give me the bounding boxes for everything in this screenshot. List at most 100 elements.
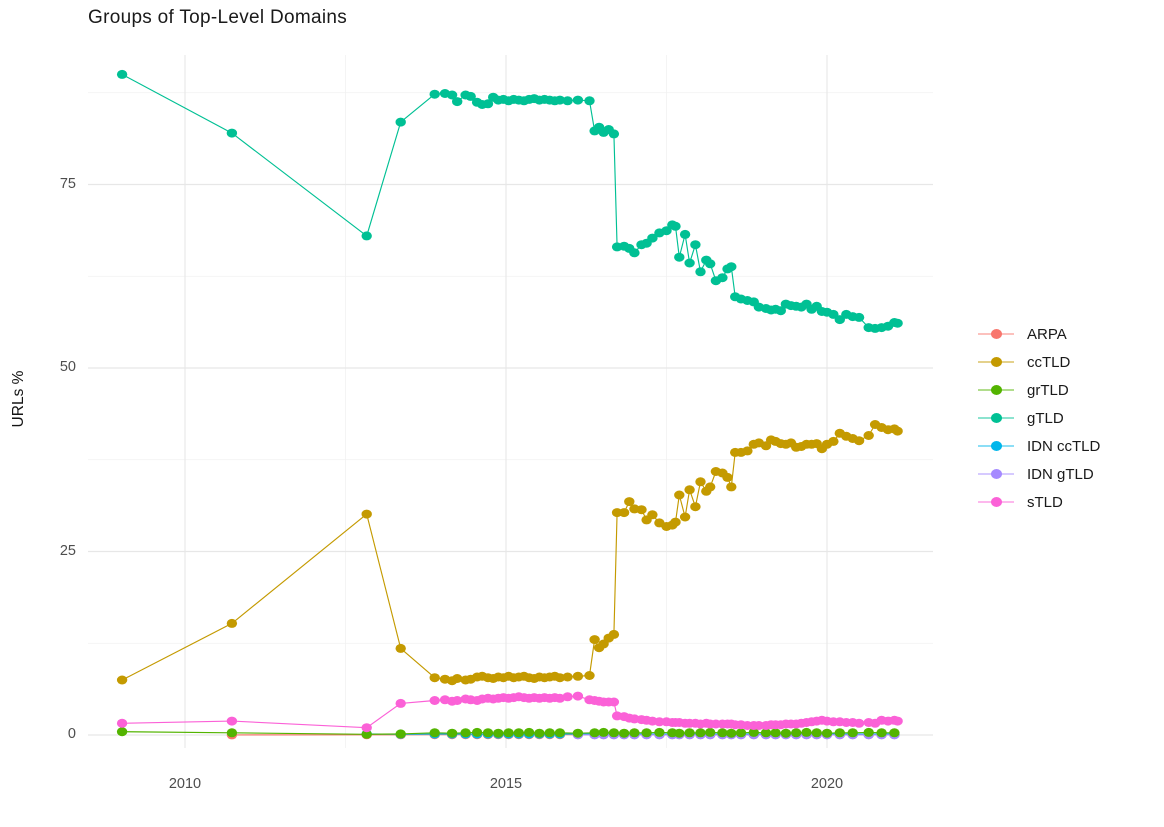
data-point-ccTLD: [429, 673, 440, 683]
legend-key-dot: [990, 329, 1002, 339]
data-point-grTLD: [717, 728, 728, 738]
data-point-grTLD: [674, 728, 685, 738]
data-point-sTLD: [395, 698, 406, 708]
data-point-sTLD: [608, 697, 620, 707]
data-point-grTLD: [589, 728, 600, 738]
data-point-grTLD: [889, 728, 900, 738]
data-point-gTLD: [226, 128, 238, 138]
data-point-grTLD: [684, 728, 695, 738]
data-point-ccTLD: [722, 472, 733, 482]
legend-key-icon: [978, 381, 1014, 399]
legend-item-IDN-ccTLD: IDN ccTLD: [978, 432, 1100, 460]
data-point-sTLD: [361, 723, 372, 733]
data-point-ccTLD: [572, 671, 584, 681]
data-point-gTLD: [629, 248, 640, 258]
x-tick-label: 2015: [489, 776, 523, 792]
data-point-grTLD: [226, 728, 238, 738]
legend-label: grTLD: [1027, 381, 1069, 399]
data-point-gTLD: [584, 96, 595, 106]
data-point-ccTLD: [562, 672, 573, 682]
data-point-ccTLD: [624, 497, 635, 507]
data-point-ccTLD: [589, 635, 600, 645]
data-point-grTLD: [863, 727, 874, 737]
data-point-sTLD: [562, 692, 573, 702]
legend-label: ARPA: [1027, 325, 1067, 343]
data-point-grTLD: [513, 728, 524, 738]
data-point-gTLD: [705, 259, 716, 269]
data-point-ccTLD: [684, 485, 695, 495]
legend-item-ARPA: ARPA: [978, 320, 1100, 348]
data-point-grTLD: [726, 728, 737, 738]
series-line-gTLD: [121, 73, 898, 329]
data-point-grTLD: [429, 728, 440, 738]
data-point-grTLD: [654, 727, 665, 737]
data-point-ccTLD: [636, 505, 647, 515]
legend-item-sTLD: sTLD: [978, 488, 1100, 516]
legend-item-gTLD: gTLD: [978, 404, 1100, 432]
legend-key-dot: [990, 357, 1002, 367]
y-tick-label: 50: [59, 359, 76, 375]
data-point-grTLD: [572, 728, 584, 738]
legend-key-icon: [978, 465, 1014, 483]
data-point-ccTLD: [690, 502, 701, 512]
legend-key-icon: [978, 493, 1014, 511]
legend-key-dot: [990, 469, 1002, 479]
data-point-gTLD: [684, 258, 695, 268]
data-point-gTLD: [679, 229, 691, 239]
data-point-sTLD: [429, 696, 440, 705]
data-point-ccTLD: [705, 482, 716, 492]
legend-key-dot: [990, 441, 1002, 451]
data-point-sTLD: [226, 716, 238, 726]
data-point-grTLD: [801, 727, 812, 737]
data-point-ccTLD: [452, 674, 463, 683]
data-point-grTLD: [554, 728, 566, 738]
data-point-gTLD: [429, 89, 440, 99]
legend: ARPA ccTLD grTLD gTLD IDN ccTLD IDN gTLD sTLD: [978, 320, 1100, 516]
data-point-ccTLD: [116, 675, 128, 685]
data-point-grTLD: [695, 728, 706, 738]
data-point-gTLD: [647, 233, 658, 243]
data-point-gTLD: [892, 318, 903, 328]
data-point-ccTLD: [584, 671, 595, 680]
data-point-grTLD: [735, 728, 747, 738]
data-point-ccTLD: [853, 436, 865, 446]
data-point-ccTLD: [618, 508, 630, 518]
legend-label: IDN gTLD: [1027, 465, 1094, 483]
data-point-gTLD: [695, 267, 706, 277]
y-tick-label: 25: [59, 542, 76, 559]
data-point-grTLD: [534, 728, 545, 738]
data-point-grTLD: [482, 728, 494, 738]
data-point-grTLD: [471, 727, 483, 737]
legend-item-grTLD: grTLD: [978, 376, 1100, 404]
data-point-ccTLD: [226, 618, 238, 628]
data-point-gTLD: [853, 312, 865, 322]
data-point-gTLD: [608, 129, 620, 139]
data-point-grTLD: [629, 728, 640, 738]
data-point-grTLD: [770, 728, 781, 738]
x-tick-label: 2010: [168, 776, 202, 792]
data-point-ccTLD: [695, 477, 706, 487]
data-point-gTLD: [361, 231, 372, 241]
data-point-grTLD: [395, 729, 406, 739]
data-point-ccTLD: [670, 517, 681, 527]
legend-key-icon: [978, 353, 1014, 371]
x-tick-label: 2020: [810, 776, 844, 792]
data-point-sTLD: [853, 718, 865, 728]
data-point-ccTLD: [395, 643, 406, 653]
data-point-grTLD: [493, 728, 504, 738]
data-point-gTLD: [690, 240, 701, 250]
legend-label: gTLD: [1027, 409, 1064, 427]
legend-label: ccTLD: [1027, 353, 1071, 371]
data-point-grTLD: [523, 727, 535, 737]
data-point-grTLD: [847, 728, 858, 738]
data-point-grTLD: [361, 729, 372, 739]
data-point-ccTLD: [608, 629, 620, 639]
data-point-gTLD: [661, 226, 672, 236]
y-tick-label: 75: [59, 175, 76, 192]
series-line-ccTLD: [121, 423, 898, 682]
data-point-gTLD: [446, 90, 458, 100]
y-tick-label: 0: [67, 726, 76, 742]
data-point-grTLD: [834, 728, 845, 738]
data-point-gTLD: [482, 99, 494, 109]
